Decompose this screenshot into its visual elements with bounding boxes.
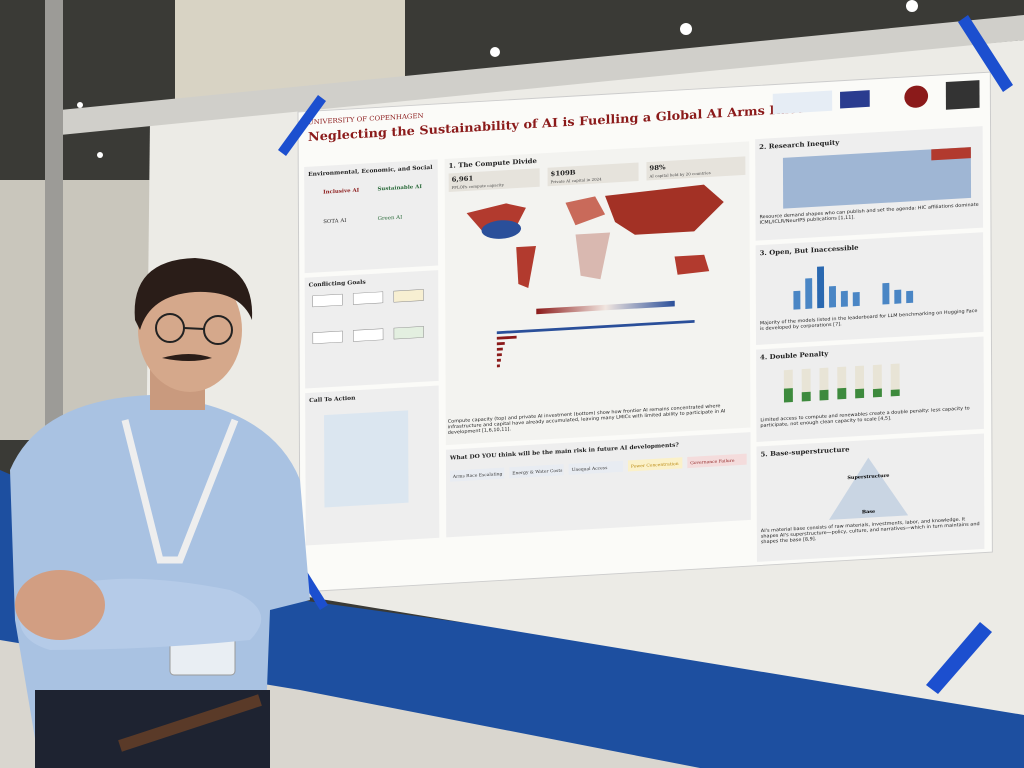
stacked-bars <box>783 363 900 403</box>
option: Unequal Access <box>572 466 608 473</box>
person <box>10 258 310 768</box>
area-chart <box>931 147 971 161</box>
logo <box>772 90 833 115</box>
label: Inclusive AI <box>323 188 360 196</box>
label: Sustainable AI <box>377 184 422 192</box>
pyramid-label: Superstructure <box>847 473 889 481</box>
option: Arms Race Escalating <box>452 472 503 480</box>
pyramid-label: Base <box>862 509 875 516</box>
label: SOTA AI <box>323 218 346 225</box>
panel <box>304 159 439 274</box>
stats: 6,961 PFLOPs compute capacity $109B Priv… <box>448 156 746 192</box>
pyramid <box>829 457 909 520</box>
stat-value: 98% <box>649 163 666 172</box>
colorbar <box>536 300 675 315</box>
stat-value: $109B <box>551 169 576 178</box>
option: Energy & Water Costs <box>512 469 562 477</box>
poster: UNIVERSITY OF COPENHAGEN Neglecting the … <box>297 71 993 593</box>
stat-label: Private AI capital in 2024 <box>551 176 603 184</box>
ceiling-lights <box>77 0 918 158</box>
stat-value: 6,961 <box>452 175 474 184</box>
bar-chart <box>793 266 914 310</box>
diagram-boxes <box>312 289 424 345</box>
section-heading: Call To Action <box>309 396 356 405</box>
section-heading: 4. Double Penalty <box>760 350 829 362</box>
qr-code <box>945 80 980 110</box>
option: Governance Failure <box>690 459 735 466</box>
diagram <box>324 410 409 508</box>
logo <box>904 85 929 108</box>
world-map <box>466 184 724 288</box>
stat-label: AI capital held by 20 countries <box>648 170 710 178</box>
option: Power Concentration <box>631 462 679 470</box>
label: Green AI <box>378 215 403 222</box>
stat-label: PFLOPs compute capacity <box>452 182 505 190</box>
area-chart <box>782 147 972 209</box>
panel <box>755 232 984 346</box>
logo <box>840 90 870 109</box>
panel <box>756 336 984 442</box>
investment-bars <box>496 319 695 368</box>
board-frame <box>60 15 1024 135</box>
options: Arms Race Escalating Energy & Water Cost… <box>449 453 747 482</box>
section-heading: Conflicting Goals <box>309 280 366 289</box>
